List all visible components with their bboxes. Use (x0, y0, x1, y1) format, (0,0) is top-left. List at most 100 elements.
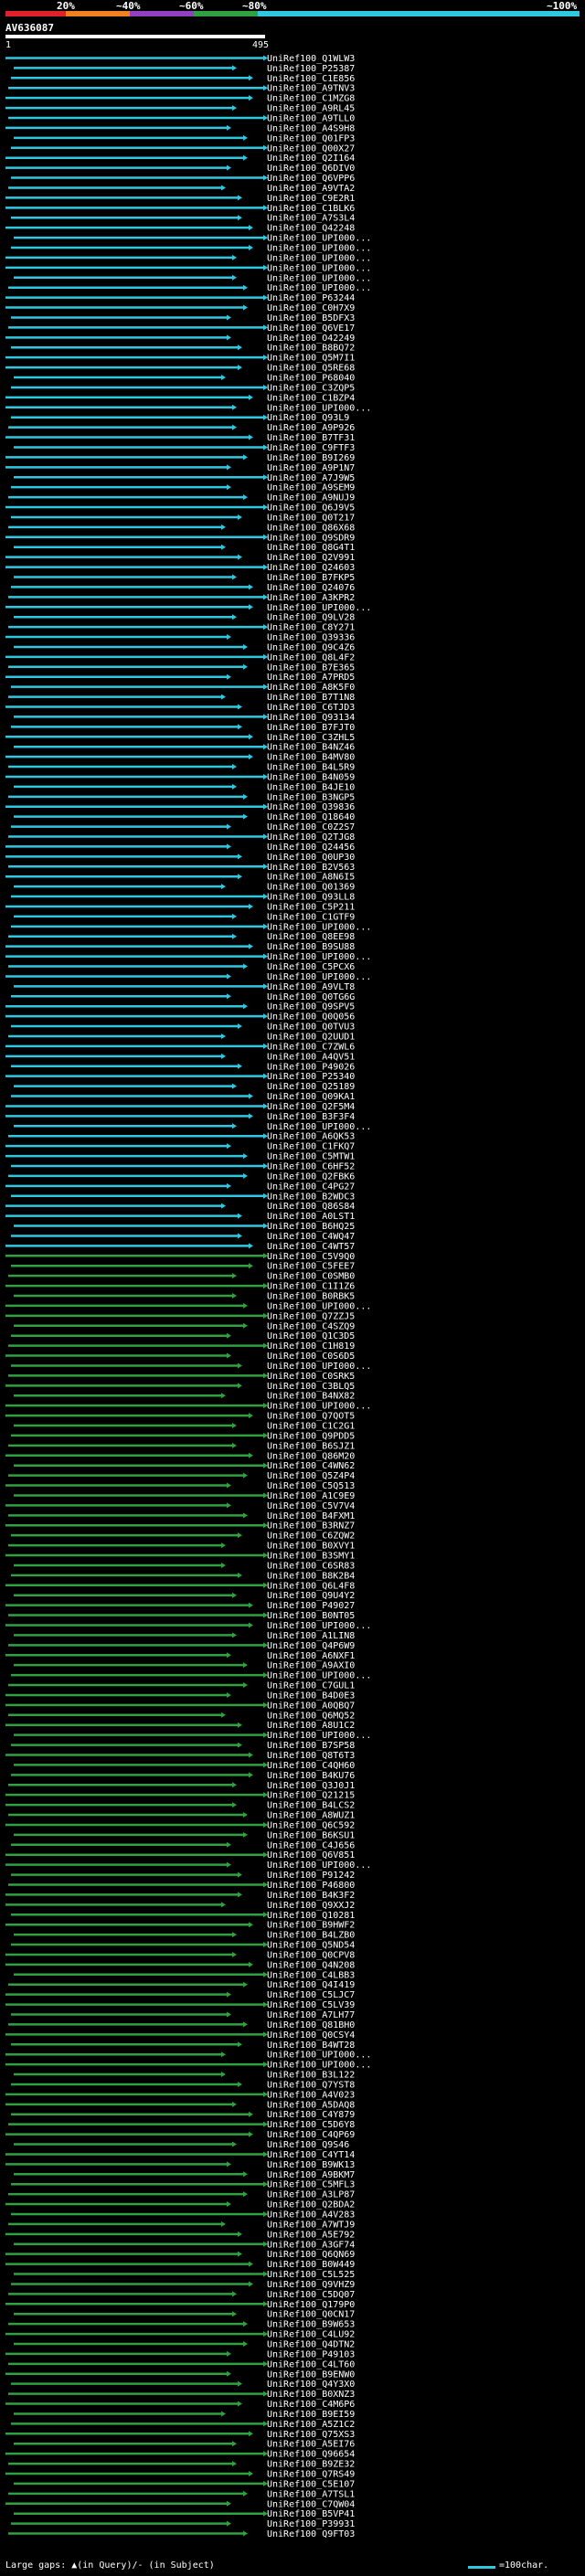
hit-accession[interactable]: UniRef100_Q3J0J1 (267, 1781, 355, 1791)
hit-accession[interactable]: UniRef100_B6KSU1 (267, 1830, 355, 1840)
hit-accession[interactable]: UniRef100_A9VLT8 (267, 982, 355, 992)
hit-row[interactable]: UniRef100_A9P926 (8, 423, 355, 433)
hit-row[interactable]: UniRef100_Q4Y3X0 (11, 2380, 355, 2390)
hit-accession[interactable]: UniRef100_Q09KA1 (267, 1092, 355, 1102)
hit-accession[interactable]: UniRef100_Q24603 (267, 563, 355, 573)
hit-accession[interactable]: UniRef100_Q86S84 (267, 1202, 355, 1212)
hit-accession[interactable]: UniRef100_C5FEE7 (267, 1262, 355, 1272)
hit-accession[interactable]: UniRef100_C1BLK6 (267, 204, 355, 214)
hit-accession[interactable]: UniRef100_C7QW04 (267, 2499, 355, 2509)
hit-accession[interactable]: UniRef100_B3F3F4 (267, 1112, 355, 1122)
hit-row[interactable]: UniRef100_Q0UP30 (5, 853, 355, 863)
hit-row[interactable]: UniRef100_A3KPR2 (8, 593, 355, 603)
hit-accession[interactable]: UniRef100_A4QV51 (267, 1052, 355, 1062)
hit-row[interactable]: UniRef100_B3F3F4 (5, 1112, 355, 1122)
hit-row[interactable]: UniRef100_C5D6Y8 (8, 2120, 355, 2130)
hit-accession[interactable]: UniRef100_B4MV80 (267, 753, 355, 763)
hit-row[interactable]: UniRef100_A1C9E9 (14, 1491, 355, 1501)
hit-row[interactable]: UniRef100_B4N059 (5, 772, 355, 782)
hit-accession[interactable]: UniRef100_Q10281 (267, 1911, 355, 1921)
hit-accession[interactable]: UniRef100_B0XVY1 (267, 1542, 355, 1552)
hit-row[interactable]: UniRef100_C5E107 (14, 2479, 355, 2489)
hit-accession[interactable]: UniRef100_UPI000... (267, 1731, 371, 1741)
hit-accession[interactable]: UniRef100_Q2FBK6 (267, 1171, 355, 1182)
hit-row[interactable]: UniRef100_C9FTF3 (14, 443, 355, 453)
hit-accession[interactable]: UniRef100_C1FKQ7 (267, 1142, 355, 1152)
hit-accession[interactable]: UniRef100_C1MZG8 (267, 94, 355, 104)
hit-accession[interactable]: UniRef100_UPI000... (267, 273, 371, 283)
hit-accession[interactable]: UniRef100_C0Z2S7 (267, 822, 355, 832)
hit-row[interactable]: UniRef100_B9WK13 (5, 2160, 355, 2170)
hit-accession[interactable]: UniRef100_A3KPR2 (267, 593, 355, 603)
hit-row[interactable]: UniRef100_Q4N208 (5, 1960, 355, 1970)
hit-accession[interactable]: UniRef100_A9NUJ9 (267, 493, 355, 504)
hit-row[interactable]: UniRef100_B5DFX3 (11, 313, 355, 323)
hit-row[interactable]: UniRef100_Q6DIV0 (5, 164, 355, 174)
hit-row[interactable]: UniRef100_A9SEM9 (11, 483, 355, 493)
hit-accession[interactable]: UniRef100_C6SR83 (267, 1561, 355, 1571)
hit-accession[interactable]: UniRef100_C4WN62 (267, 1461, 355, 1471)
hit-accession[interactable]: UniRef100_B5DFX3 (267, 313, 355, 323)
hit-row[interactable]: UniRef100_C1E856 (11, 74, 355, 84)
hit-row[interactable]: UniRef100_C4WN62 (14, 1461, 355, 1471)
hit-accession[interactable]: UniRef100_C3ZQP5 (267, 383, 355, 393)
hit-row[interactable]: UniRef100_UPI000... (14, 273, 371, 283)
hit-row[interactable]: UniRef100_C5P211 (5, 902, 355, 912)
hit-row[interactable]: UniRef100_P25387 (14, 64, 355, 74)
hit-row[interactable]: UniRef100_Q42248 (5, 224, 355, 234)
hit-row[interactable]: UniRef100_Q9PDD5 (11, 1431, 355, 1441)
hit-accession[interactable]: UniRef100_Q9FT03 (267, 2529, 355, 2539)
hit-row[interactable]: UniRef100_Q5RE68 (5, 364, 355, 374)
hit-row[interactable]: UniRef100_C4LT60 (8, 2359, 355, 2369)
hit-row[interactable]: UniRef100_B4JE10 (14, 782, 355, 792)
hit-accession[interactable]: UniRef100_A6QK53 (267, 1132, 355, 1142)
hit-accession[interactable]: UniRef100_C3BLQ5 (267, 1382, 355, 1392)
hit-accession[interactable]: UniRef100_C1BZP4 (267, 393, 355, 403)
hit-row[interactable]: UniRef100_B9ENW0 (5, 2369, 355, 2380)
hit-accession[interactable]: UniRef100_C9E2R1 (267, 194, 355, 204)
hit-accession[interactable]: UniRef100_Q8T6T3 (267, 1751, 355, 1761)
hit-row[interactable]: UniRef100_P49027 (5, 1601, 355, 1611)
hit-accession[interactable]: UniRef100_UPI000... (267, 603, 371, 613)
hit-accession[interactable]: UniRef100_Q7QOT5 (267, 1412, 355, 1422)
hit-row[interactable]: UniRef100_Q4I419 (8, 1980, 355, 1990)
hit-row[interactable]: UniRef100_B7E365 (8, 663, 355, 673)
hit-row[interactable]: UniRef100_Q7QOT5 (5, 1412, 355, 1422)
hit-row[interactable]: UniRef100_A9TLL0 (8, 114, 355, 124)
hit-row[interactable]: UniRef100_UPI000... (5, 1301, 371, 1311)
hit-row[interactable]: UniRef100_C6SR83 (14, 1561, 355, 1571)
hit-row[interactable]: UniRef100_Q5M7I1 (5, 354, 355, 364)
hit-row[interactable]: UniRef100_C5PCX6 (8, 962, 355, 972)
hit-row[interactable]: UniRef100_A4V283 (11, 2210, 355, 2220)
hit-row[interactable]: UniRef100_B0W449 (5, 2260, 355, 2270)
hit-accession[interactable]: UniRef100_Q01369 (267, 883, 355, 893)
hit-row[interactable]: UniRef100_Q18640 (14, 812, 355, 822)
hit-accession[interactable]: UniRef100_Q0CSY4 (267, 2030, 355, 2041)
hit-accession[interactable]: UniRef100_A9VTA2 (267, 184, 355, 194)
hit-row[interactable]: UniRef100_Q2FBK6 (8, 1171, 355, 1182)
hit-row[interactable]: UniRef100_A7J9W5 (14, 473, 355, 483)
hit-row[interactable]: UniRef100_Q4DTN2 (14, 2339, 355, 2349)
hit-row[interactable]: UniRef100_B6KSU1 (14, 1830, 355, 1840)
hit-row[interactable]: UniRef100_C4WT57 (5, 1242, 355, 1252)
hit-accession[interactable]: UniRef100_P63244 (267, 293, 355, 303)
hit-row[interactable]: UniRef100_C3ZQP5 (11, 383, 355, 393)
hit-row[interactable]: UniRef100_B4K3F2 (5, 1891, 355, 1901)
hit-accession[interactable]: UniRef100_C6HF52 (267, 1161, 355, 1171)
hit-accession[interactable]: UniRef100_UPI000... (267, 1621, 371, 1631)
hit-row[interactable]: UniRef100_Q179P0 (5, 2300, 355, 2310)
hit-accession[interactable]: UniRef100_Q24456 (267, 843, 355, 853)
hit-accession[interactable]: UniRef100_Q0TVU3 (267, 1023, 355, 1033)
hit-accession[interactable]: UniRef100_O42249 (267, 334, 355, 344)
hit-row[interactable]: UniRef100_UPI000... (5, 263, 371, 273)
hit-row[interactable]: UniRef100_B9EI59 (14, 2410, 355, 2420)
hit-row[interactable]: UniRef100_A9NUJ9 (8, 493, 355, 504)
hit-row[interactable]: UniRef100_Q9SPV5 (5, 1002, 355, 1012)
hit-row[interactable]: UniRef100_Q1WLW3 (5, 54, 355, 64)
hit-row[interactable]: UniRef100_Q7ZZJ5 (5, 1311, 355, 1321)
hit-accession[interactable]: UniRef100_Q6C592 (267, 1820, 355, 1830)
hit-row[interactable]: UniRef100_A9AXI0 (14, 1661, 355, 1671)
hit-accession[interactable]: UniRef100_B9SU88 (267, 942, 355, 952)
hit-accession[interactable]: UniRef100_A6NXF1 (267, 1651, 355, 1661)
hit-accession[interactable]: UniRef100_Q25189 (267, 1082, 355, 1092)
